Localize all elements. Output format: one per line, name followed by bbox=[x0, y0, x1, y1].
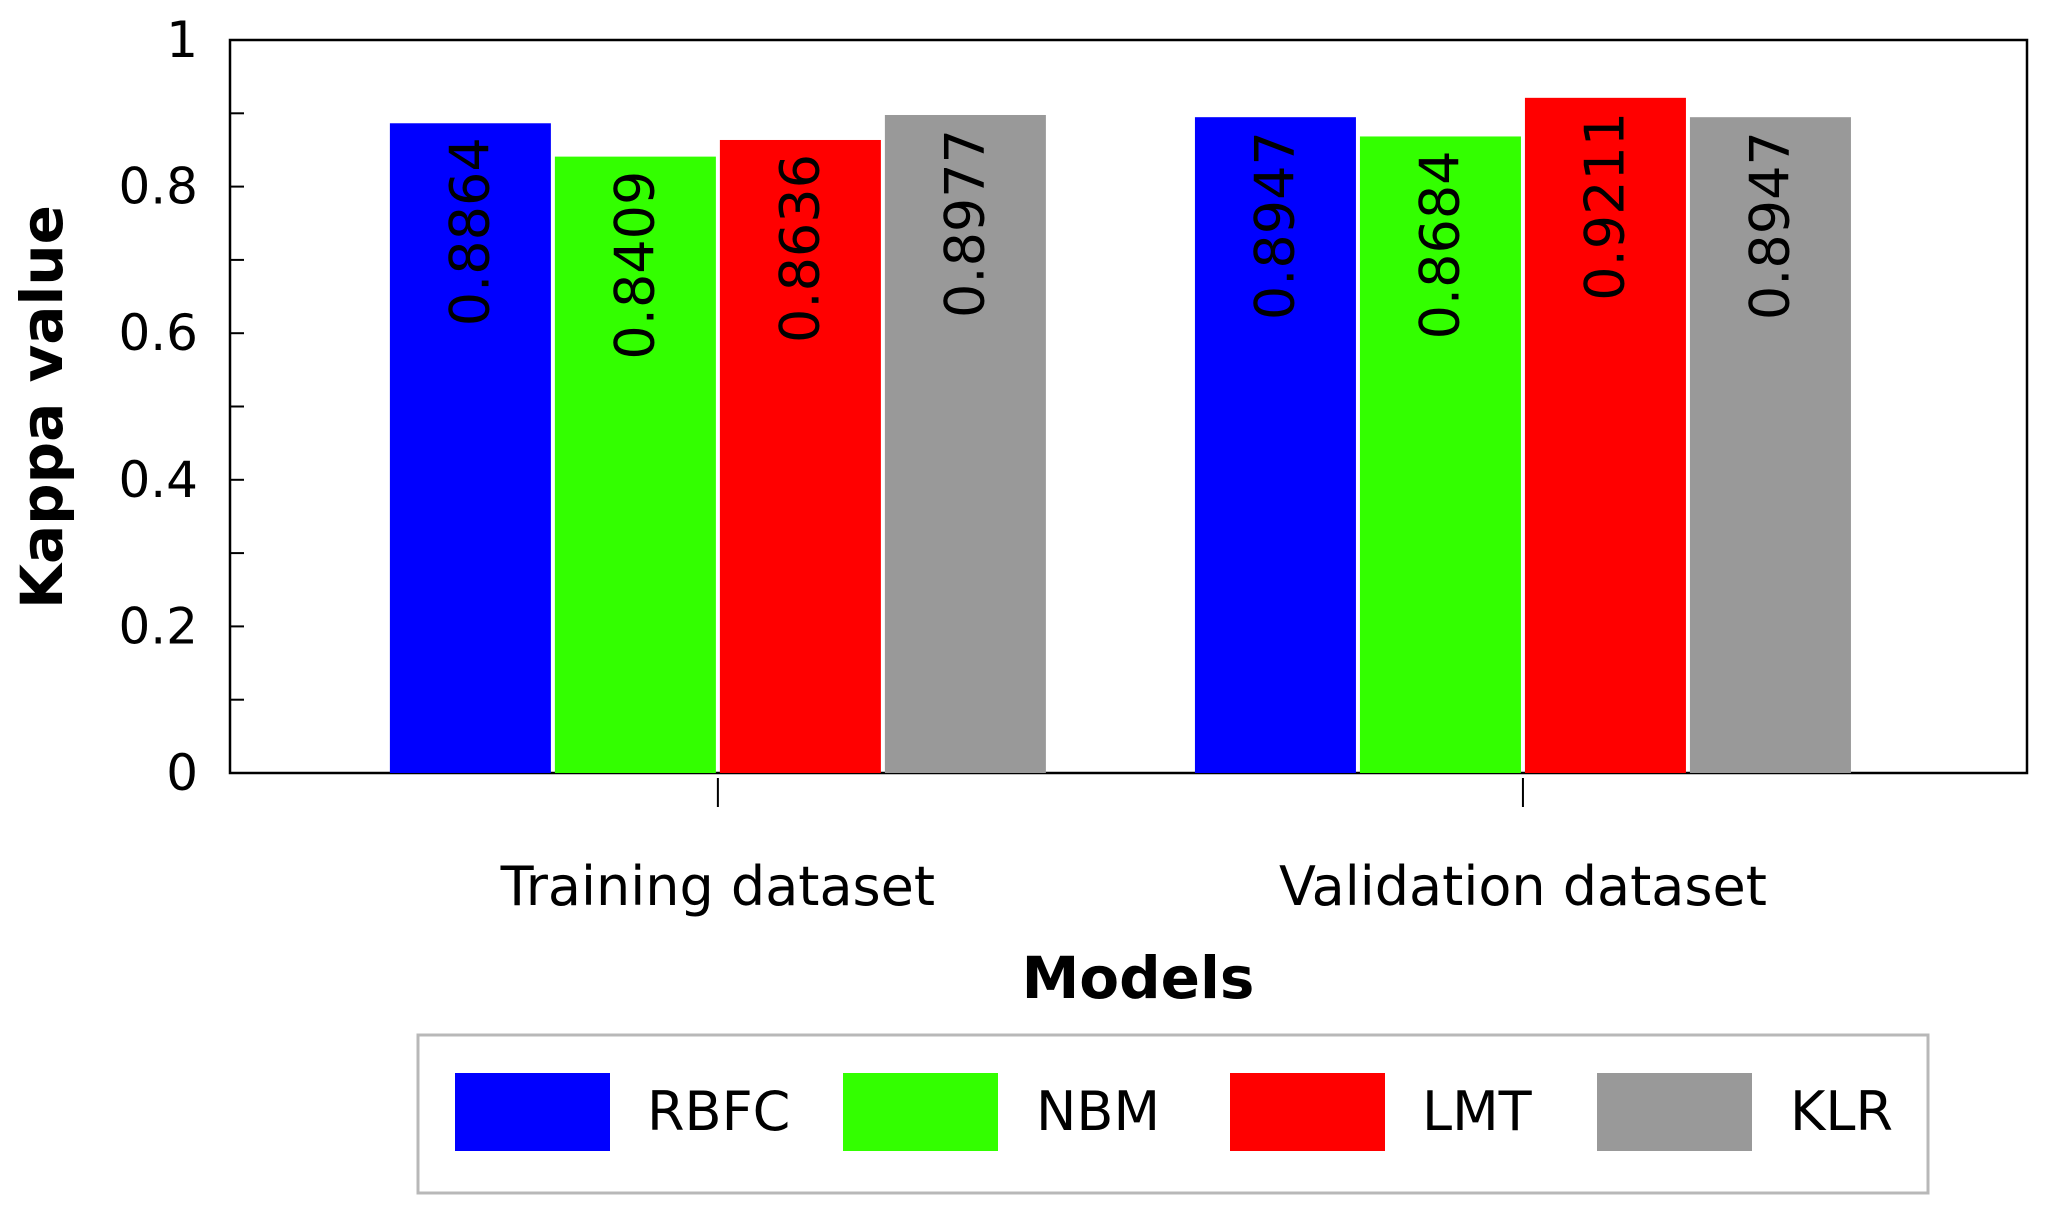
y-tick-label: 1 bbox=[166, 11, 198, 69]
y-tick-label: 0.2 bbox=[118, 597, 198, 655]
bar-klr bbox=[1689, 117, 1851, 774]
bars-group: 0.8864 0.8409 0.8636 0.8977 0.8947 0.8684 0.92… bbox=[389, 97, 1851, 774]
bar-value-label: 0.8409 bbox=[603, 171, 666, 360]
bar-value-label: 0.9211 bbox=[1573, 112, 1636, 301]
legend: RBFC NBM LMT KLR bbox=[455, 1073, 1893, 1151]
legend-swatch-klr bbox=[1597, 1073, 1752, 1151]
x-axis: Training dataset Validation dataset bbox=[500, 778, 1767, 918]
legend-label-lmt: LMT bbox=[1422, 1080, 1533, 1143]
y-tick-label: 0 bbox=[166, 744, 198, 802]
bar-rbfc bbox=[389, 123, 551, 773]
bar-value-label: 0.8636 bbox=[768, 154, 831, 343]
y-axis: 0 0.2 0.4 0.6 0.8 1 bbox=[118, 11, 244, 802]
legend-label-rbfc: RBFC bbox=[647, 1080, 790, 1143]
bar-nbm bbox=[554, 156, 716, 773]
legend-swatch-lmt bbox=[1230, 1073, 1385, 1151]
legend-label-klr: KLR bbox=[1790, 1080, 1893, 1143]
bar-value-label: 0.8947 bbox=[1738, 131, 1801, 320]
bar-value-label: 0.8864 bbox=[438, 137, 501, 326]
bar-value-label: 0.8684 bbox=[1408, 150, 1471, 339]
bar-value-label: 0.8947 bbox=[1243, 131, 1306, 320]
x-category-label: Validation dataset bbox=[1279, 855, 1767, 918]
bar-value-label: 0.8977 bbox=[933, 129, 996, 318]
bar-klr bbox=[884, 114, 1046, 773]
bar-nbm bbox=[1359, 136, 1521, 774]
bar-lmt bbox=[719, 139, 881, 773]
x-category-label: Training dataset bbox=[500, 855, 935, 918]
bar-lmt bbox=[1524, 97, 1686, 774]
legend-label-nbm: NBM bbox=[1036, 1080, 1160, 1143]
bar-rbfc bbox=[1194, 117, 1356, 774]
x-axis-title: Models bbox=[1022, 944, 1255, 1012]
y-tick-label: 0.4 bbox=[118, 451, 198, 509]
y-axis-title: Kappa value bbox=[8, 205, 76, 609]
legend-swatch-nbm bbox=[843, 1073, 998, 1151]
y-tick-label: 0.8 bbox=[118, 158, 198, 216]
y-tick-label: 0.6 bbox=[118, 304, 198, 362]
legend-swatch-rbfc bbox=[455, 1073, 610, 1151]
